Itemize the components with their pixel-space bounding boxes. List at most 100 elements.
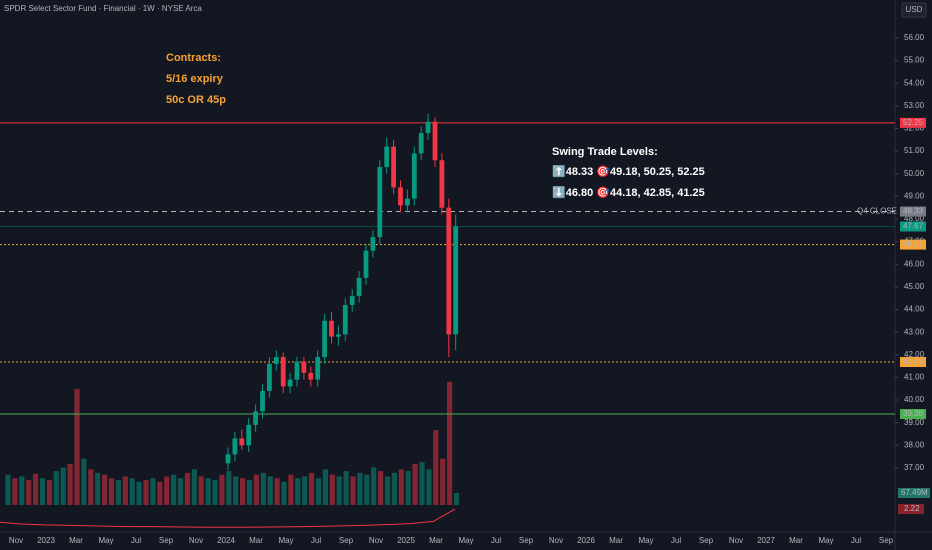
volume-bar xyxy=(433,430,439,505)
y-tick-label: 37.00 xyxy=(904,463,925,472)
candle-body xyxy=(294,361,300,380)
volume-bar xyxy=(267,476,273,505)
x-tick-label: 2025 xyxy=(397,536,415,545)
volume-bar xyxy=(240,478,246,505)
candle-body xyxy=(232,438,238,455)
x-tick-label: Nov xyxy=(369,536,383,545)
level-name: Q4 CLOSE xyxy=(857,207,897,216)
candle-body xyxy=(273,357,279,364)
volume-bar xyxy=(336,476,342,505)
price-label: 47.67 xyxy=(903,222,924,231)
candle-body xyxy=(260,390,265,412)
y-tick-label: 46.00 xyxy=(904,259,925,268)
price-tag xyxy=(900,221,926,232)
y-tick-label: 50.00 xyxy=(904,169,925,178)
volume-bar xyxy=(143,480,149,505)
candle-body xyxy=(225,454,231,464)
x-tick-label: Nov xyxy=(729,536,743,545)
x-tick-label: Jul xyxy=(491,536,501,545)
x-tick-label: May xyxy=(98,536,113,545)
volume-bar xyxy=(398,469,404,505)
y-tick-label: 56.00 xyxy=(904,33,925,42)
volume-bar xyxy=(67,463,73,505)
volume-bar xyxy=(46,480,52,505)
volume-bar xyxy=(136,481,142,505)
volume-bar xyxy=(198,476,204,505)
volume-bar xyxy=(453,492,460,505)
volume-bar xyxy=(384,476,391,505)
volume-bar xyxy=(60,467,66,505)
volume-bar xyxy=(426,469,432,505)
candle-body xyxy=(384,146,390,167)
price-label: 48.33 xyxy=(903,207,924,216)
volume-bar xyxy=(81,458,87,505)
volume-label: 67.49M xyxy=(901,488,928,497)
x-tick-label: Nov xyxy=(549,536,563,545)
volume-bar xyxy=(419,462,425,505)
volume-bar xyxy=(233,476,239,505)
x-tick-label: Sep xyxy=(519,536,534,545)
price-tag xyxy=(900,357,926,368)
y-tick-label: 53.00 xyxy=(904,101,925,110)
x-tick-label: Mar xyxy=(429,536,443,545)
volume-bar xyxy=(74,388,80,505)
y-tick-label: 51.00 xyxy=(904,146,925,155)
candle-body xyxy=(418,133,424,154)
price-label: 52.25 xyxy=(903,118,924,127)
candle-body xyxy=(239,438,245,446)
y-tick-label: 54.00 xyxy=(904,78,925,87)
volume-bar xyxy=(246,480,253,505)
currency-box[interactable] xyxy=(901,2,927,18)
volume-bar xyxy=(322,469,328,505)
candle-body xyxy=(398,187,403,206)
volume-bar xyxy=(164,476,170,505)
volume-bar xyxy=(412,463,418,505)
volume-bar xyxy=(108,478,115,505)
volume-bar xyxy=(191,469,197,505)
volume-bar xyxy=(150,478,156,505)
volume-bar xyxy=(329,474,335,505)
price-tag xyxy=(898,488,930,498)
y-tick-label: 43.00 xyxy=(904,327,925,336)
candle-body xyxy=(336,334,341,337)
price-tag xyxy=(898,504,924,515)
volume-bar xyxy=(129,478,135,505)
volume-bar xyxy=(95,472,101,505)
price-label: 41.68 xyxy=(903,357,924,366)
y-tick-label: 42.00 xyxy=(904,350,925,359)
indicator-line xyxy=(0,508,456,528)
volume-bar xyxy=(274,478,280,505)
price-label: 2.22 xyxy=(904,504,920,513)
volume-bar xyxy=(157,481,163,505)
candle-body xyxy=(301,361,307,373)
candle-body xyxy=(446,207,452,335)
candle-body xyxy=(356,277,362,296)
y-tick-label: 52.00 xyxy=(904,124,925,133)
x-tick-label: Jul xyxy=(131,536,141,545)
volume-bar xyxy=(309,472,315,505)
candle-body xyxy=(349,295,355,305)
volume-bar xyxy=(253,474,259,505)
candle-body xyxy=(370,237,376,251)
x-tick-label: 2027 xyxy=(757,536,775,545)
y-tick-label: 40.00 xyxy=(904,395,925,404)
x-tick-label: Jul xyxy=(671,536,681,545)
y-tick-label: 39.00 xyxy=(904,418,925,427)
x-tick-label: Jul xyxy=(851,536,861,545)
price-tag xyxy=(900,117,926,128)
x-tick-label: Jul xyxy=(311,536,321,545)
x-tick-label: May xyxy=(278,536,293,545)
price-tag xyxy=(900,409,926,420)
volume-bar xyxy=(302,476,308,505)
currency[interactable]: USD xyxy=(906,5,923,14)
x-tick-label: Mar xyxy=(249,536,263,545)
x-tick-label: May xyxy=(818,536,833,545)
x-tick-label: Nov xyxy=(9,536,23,545)
candle-body xyxy=(280,357,286,387)
x-tick-label: Sep xyxy=(699,536,714,545)
x-tick-label: Nov xyxy=(189,536,203,545)
price-label: 46.87 xyxy=(903,240,924,249)
y-tick-label: 45.00 xyxy=(904,282,925,291)
candle-body xyxy=(439,160,445,208)
candle-body xyxy=(411,153,417,199)
